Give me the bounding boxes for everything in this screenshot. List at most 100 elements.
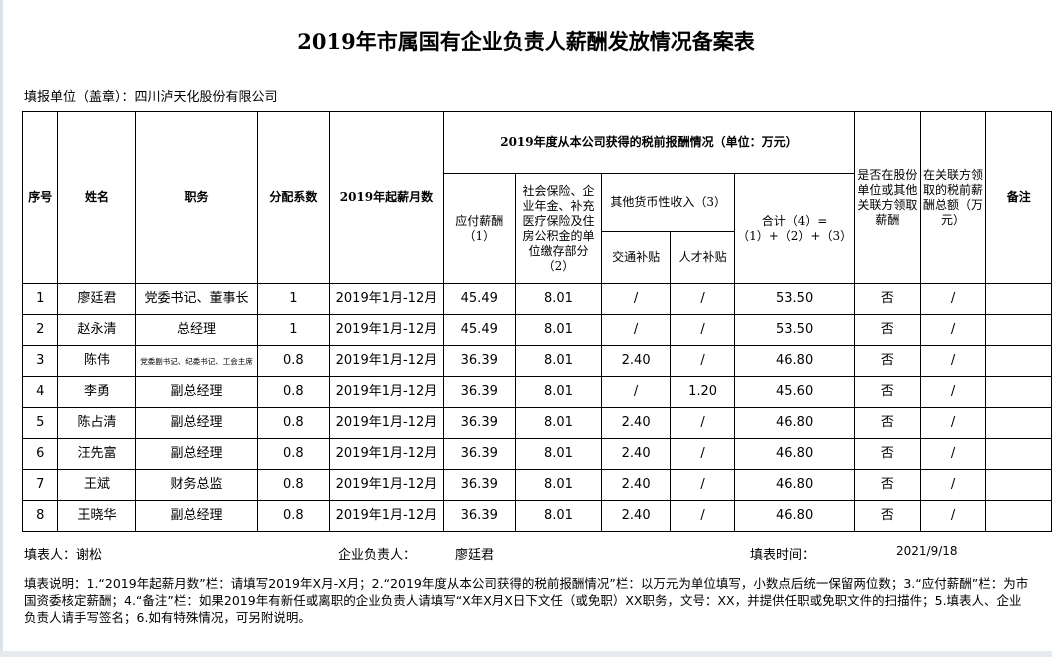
cell-months: 2019年1月-12月 [329, 345, 444, 377]
cell-seq: 5 [21, 407, 59, 439]
cell-remark [985, 500, 1052, 532]
cell-payable: 36.39 [442, 407, 516, 439]
window-left-edge [0, 0, 3, 657]
cell-remark [985, 376, 1052, 408]
cell-coef: 1 [256, 314, 331, 346]
cell-transport: 2.40 [601, 469, 672, 501]
cell-insurance: 8.01 [514, 469, 603, 501]
cell-total: 46.80 [734, 438, 856, 470]
cell-related-flag: 否 [854, 345, 921, 377]
cell-payable: 36.39 [442, 376, 516, 408]
cell-position: 党委书记、董事长 [135, 283, 258, 315]
cell-months: 2019年1月-12月 [329, 469, 444, 501]
cell-transport: 2.40 [601, 407, 672, 439]
header-compensation-group: 2019年度从本公司获得的税前报酬情况（单位：万元） [442, 111, 856, 174]
cell-coef: 0.8 [256, 407, 331, 439]
header-related-amount: 在关联方领取的税前薪酬总额（万元） [919, 111, 987, 284]
cell-related-flag: 否 [854, 469, 921, 501]
cell-transport: 2.40 [601, 438, 672, 470]
table-row: 5 陈占清 副总经理 0.8 2019年1月-12月 36.39 8.01 2.40/46.8… [21, 407, 1052, 439]
cell-name: 汪先富 [57, 438, 137, 470]
cell-transport: 2.40 [601, 345, 672, 377]
cell-position: 副总经理 [135, 438, 258, 470]
header-talent: 人才补贴 [670, 231, 736, 284]
cell-name: 赵永清 [57, 314, 137, 346]
cell-months: 2019年1月-12月 [329, 314, 444, 346]
cell-transport: 2.40 [601, 500, 672, 532]
cell-insurance: 8.01 [514, 345, 603, 377]
cell-coef: 0.8 [256, 469, 331, 501]
cell-position: 副总经理 [135, 500, 258, 532]
cell-remark [985, 469, 1052, 501]
header-seq: 序号 [21, 111, 59, 284]
cell-months: 2019年1月-12月 [329, 407, 444, 439]
cell-insurance: 8.01 [514, 283, 603, 315]
cell-related-flag: 否 [854, 500, 921, 532]
cell-insurance: 8.01 [514, 376, 603, 408]
cell-seq: 1 [21, 283, 59, 315]
cell-related-amount: / [919, 314, 987, 346]
cell-total: 53.50 [734, 314, 856, 346]
cell-months: 2019年1月-12月 [329, 376, 444, 408]
header-other-income: 其他货币性收入（3） [601, 173, 736, 232]
cell-remark [985, 283, 1052, 315]
cell-total: 45.60 [734, 376, 856, 408]
leader-name: 廖廷君 [455, 548, 495, 563]
table-row: 8 王晓华 副总经理 0.8 2019年1月-12月 36.39 8.01 2.40/46.8… [21, 500, 1052, 532]
header-insurance: 社会保险、企业年金、补充医疗保险及住房公积金的单位缴存部分（2） [514, 173, 603, 284]
cell-total: 53.50 [734, 283, 856, 315]
cell-name: 李勇 [57, 376, 137, 408]
cell-name: 王斌 [57, 469, 137, 501]
cell-remark [985, 438, 1052, 470]
cell-related-flag: 否 [854, 438, 921, 470]
cell-coef: 0.8 [256, 438, 331, 470]
header-payable: 应付薪酬（1） [442, 173, 516, 284]
cell-position: 总经理 [135, 314, 258, 346]
header-transport: 交通补贴 [601, 231, 672, 284]
header-months: 2019年起薪月数 [329, 111, 444, 284]
cell-total: 46.80 [734, 469, 856, 501]
cell-related-amount: / [919, 500, 987, 532]
header-name: 姓名 [57, 111, 137, 284]
cell-remark [985, 345, 1052, 377]
table-row: 6 汪先富 副总经理 0.8 2019年1月-12月 36.39 8.01 2.40/46.8… [21, 438, 1052, 470]
cell-payable: 36.39 [442, 345, 516, 377]
table-row: 4 李勇 副总经理 0.8 2019年1月-12月 36.39 8.01/1.20 45.60… [21, 376, 1052, 408]
header-position: 职务 [135, 111, 258, 284]
cell-seq: 7 [21, 469, 59, 501]
table-row: 3 陈伟 党委副书记、纪委书记、工会主席 0.8 2019年1月-12月 36.39 8.0… [21, 345, 1052, 377]
cell-talent: / [670, 283, 736, 315]
cell-insurance: 8.01 [514, 407, 603, 439]
cell-talent: / [670, 469, 736, 501]
cell-position: 副总经理 [135, 376, 258, 408]
table-row: 7 王斌 财务总监 0.8 2019年1月-12月 36.39 8.01 2.40/46.80… [21, 469, 1052, 501]
cell-payable: 36.39 [442, 469, 516, 501]
cell-related-amount: / [919, 345, 987, 377]
cell-total: 46.80 [734, 345, 856, 377]
header-related-flag: 是否在股份单位或其他关联方领取薪酬 [854, 111, 921, 284]
cell-coef: 0.8 [256, 500, 331, 532]
cell-payable: 36.39 [442, 438, 516, 470]
window-bottom-edge [0, 651, 1052, 657]
cell-related-amount: / [919, 469, 987, 501]
cell-transport: / [601, 376, 672, 408]
cell-name: 陈伟 [57, 345, 137, 377]
cell-talent: 1.20 [670, 376, 736, 408]
cell-seq: 6 [21, 438, 59, 470]
filler: 填表人：谢松 [24, 548, 103, 563]
cell-transport: / [601, 314, 672, 346]
cell-coef: 0.8 [256, 376, 331, 408]
cell-seq: 3 [21, 345, 59, 377]
cell-remark [985, 407, 1052, 439]
cell-transport: / [601, 283, 672, 315]
cell-name: 陈占清 [57, 407, 137, 439]
cell-related-flag: 否 [854, 314, 921, 346]
cell-total: 46.80 [734, 500, 856, 532]
fill-date: 2021/9/18 [896, 544, 958, 558]
table-row: 2 赵永清 总经理 1 2019年1月-12月 45.49 8.01//53.50 否 / [21, 314, 1052, 346]
cell-related-flag: 否 [854, 376, 921, 408]
cell-related-amount: / [919, 438, 987, 470]
cell-name: 廖廷君 [57, 283, 137, 315]
cell-talent: / [670, 314, 736, 346]
header-total: 合计（4）=（1）+（2）+（3） [734, 173, 856, 284]
